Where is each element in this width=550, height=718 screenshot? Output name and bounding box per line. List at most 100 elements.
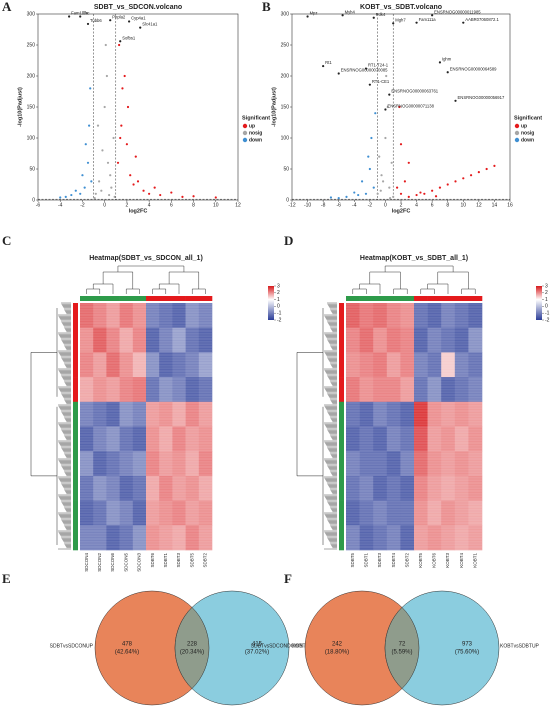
column-label: SDBT5 [189,553,194,568]
column-label: SDCON6 [110,553,115,572]
point [134,155,137,158]
heatmap-cell [172,426,186,452]
heatmap-cell [454,327,469,353]
point [407,195,410,198]
heatmap-cell [346,525,360,551]
colorbar-label: 0 [277,304,280,310]
heatmap-cell [400,525,415,551]
point [106,161,110,164]
heatmap-cell [359,500,374,526]
heatmap-cell [185,401,200,427]
column-label: SDBT2 [404,553,409,568]
annotated-point [446,71,449,74]
venn-overlap [174,607,210,689]
point [485,167,488,171]
point [477,171,480,174]
annotation: ENSRNOG00000063761 [391,89,438,94]
heatmap-cell [198,451,213,477]
point [74,189,77,192]
heatmap-cell [359,352,374,378]
heatmap-cell [346,327,360,353]
heatmap-cell [427,426,442,452]
heatmap-cell [400,377,415,403]
row-group-bar [73,475,78,501]
legend-title: Significant [242,115,270,121]
point [329,196,333,199]
heatmap-cell [185,352,200,378]
heatmap-cell [146,401,160,427]
x-tick-label: 16 [507,202,513,208]
y-tick-label: 250 [281,42,290,48]
heatmap-cell [441,451,456,477]
heatmap-cell [159,352,173,378]
point [454,180,457,183]
heatmap-cell [427,451,442,477]
point [446,183,449,186]
heatmap-cell [346,303,360,328]
heatmap-cell [172,352,186,378]
heatmap-cell [373,377,388,403]
row-group-bar [73,401,78,427]
heatmap-cell [454,451,469,477]
heatmap-cell [159,401,173,427]
heatmap-cell [427,525,442,551]
x-tick-label: 10 [461,202,467,208]
heatmap-cell [468,352,483,378]
venn-percent: (75.60%) [455,650,479,656]
x-tick-label: -10 [304,202,311,208]
heatmap-cell [427,303,442,328]
annotation: Tubb6 [90,18,102,23]
heatmap-cell [80,303,94,328]
annotated-point [462,21,465,24]
heatmap-cell [119,500,134,526]
y-tick-label: 200 [281,73,290,79]
column-label: SDBT4 [391,553,396,568]
point [419,191,422,194]
point [434,195,438,198]
heatmap-cell [185,327,200,353]
x-tick-label: -8 [321,202,326,208]
heatmap-cell [106,500,120,526]
heatmap-cell [198,377,213,403]
heatmap-cell [93,303,107,328]
point [101,149,104,152]
column-dendrogram [461,288,476,294]
point [378,155,381,158]
column-group-bar [359,296,374,301]
heatmap-cell [400,426,415,452]
row-group-bar [339,500,344,526]
annotation: ENSRNOG00000011985 [434,9,481,14]
column-dendrogram [168,271,200,289]
heatmap-cell [414,401,428,427]
panel-letter: C [2,233,11,248]
point [104,43,107,47]
annotated-point [79,15,82,18]
column-group-bar [185,296,200,301]
heatmap-cell [132,500,147,526]
heatmap-cell [146,451,160,477]
heatmap-cell [359,426,374,452]
heatmap-cell [146,352,160,378]
heatmap-cell [346,401,360,427]
x-tick-label: -2 [80,202,85,208]
point [83,186,86,189]
point [148,192,151,195]
annotated-point [384,108,387,111]
heatmap-cell [80,500,94,526]
venn-set-name: KOBTvsSDBTUP [500,643,540,649]
column-group-bar [346,296,360,301]
y-tick-label: 0 [32,197,35,203]
heatmap-cell [146,303,160,328]
annotated-point [454,99,457,102]
x-tick-label: -4 [58,202,63,208]
column-dendrogram [117,265,185,272]
heatmap-title: Heatmap(SDBT_vs_SDCON_all_1) [89,255,203,262]
heatmap-cell [80,401,94,427]
legend-label: up [521,123,527,129]
heatmap-cell [185,426,200,452]
heatmap-cell [441,303,456,328]
colorbar [268,286,274,320]
heatmap-cell [119,352,134,378]
heatmap-cell [468,303,483,328]
column-label: KOBT1 [472,553,477,568]
